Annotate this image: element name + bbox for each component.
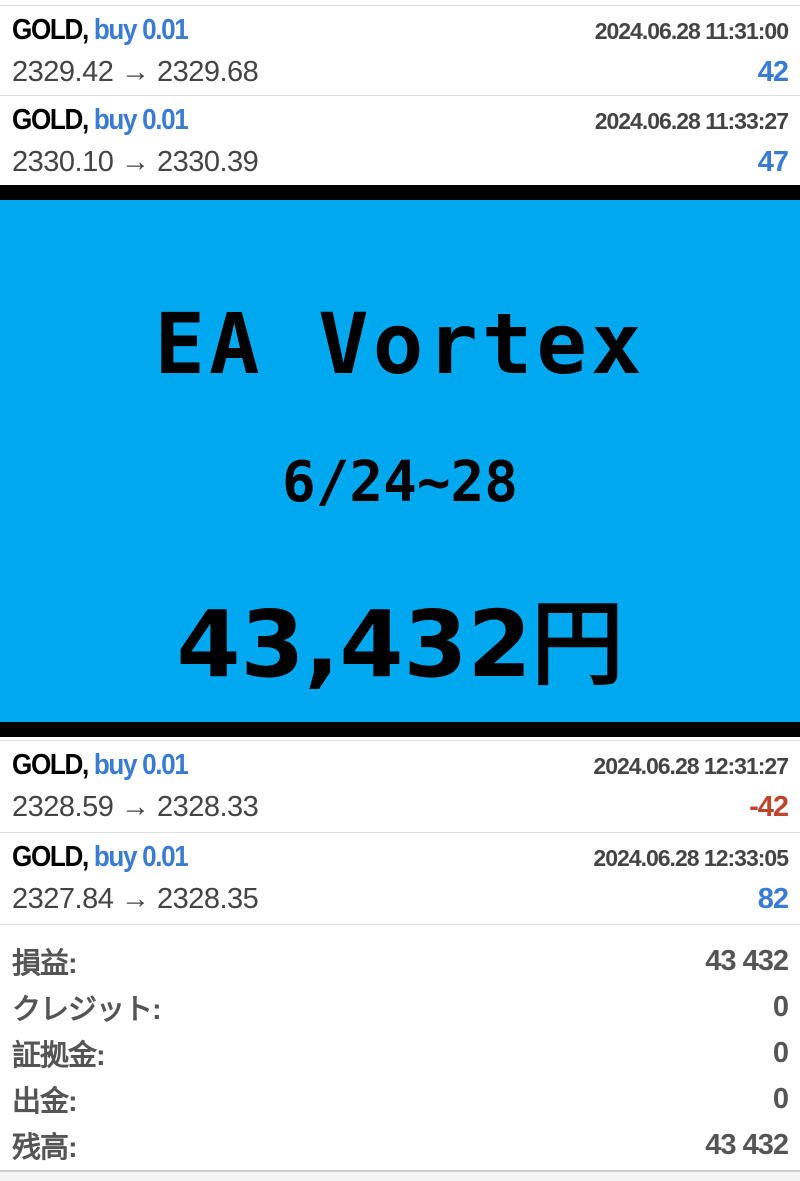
summary-label: クレジット:: [12, 994, 162, 1026]
summary-label: 証拠金:: [12, 1040, 106, 1072]
close-price: 2328.33: [156, 791, 259, 823]
account-summary: 損益: 43 432 クレジット: 0 証拠金: 0 出金: 0 残高: 43 432: [0, 938, 800, 1168]
trade-row[interactable]: GOLD, buy 0.01 2024.06.28 11:31:00 2329.…: [0, 5, 800, 95]
bottom-divider: [0, 1170, 800, 1181]
trade-direction: buy 0.01: [93, 749, 189, 781]
trade-prices: 2327.84 → 2328.35: [12, 883, 259, 916]
summary-label: 残高:: [12, 1132, 78, 1164]
close-price: 2328.35: [156, 883, 259, 915]
arrow-icon: →: [120, 56, 150, 88]
symbol-text: GOLD,: [12, 841, 89, 873]
promo-banner: EA Vortex 6/24~28 43,432円: [0, 185, 800, 737]
close-price: 2329.68: [156, 56, 259, 88]
symbol-text: GOLD,: [12, 749, 89, 781]
trade-profit: -42: [749, 791, 789, 823]
trade-symbol: GOLD, buy 0.01: [12, 749, 189, 782]
trade-time: 2024.06.28 12:31:27: [593, 753, 789, 779]
summary-label: 出金:: [12, 1086, 78, 1118]
trade-profit: 82: [757, 883, 789, 915]
open-price: 2328.59: [12, 791, 114, 823]
symbol-text: GOLD,: [12, 14, 89, 46]
trade-prices: 2328.59 → 2328.33: [12, 791, 259, 824]
banner-title: EA Vortex: [154, 295, 646, 393]
banner-amount: 43,432円: [176, 591, 624, 698]
summary-value: 43 432: [705, 944, 789, 977]
trade-symbol: GOLD, buy 0.01: [12, 104, 189, 137]
open-price: 2327.84: [12, 883, 114, 915]
summary-row-profit: 損益: 43 432: [0, 938, 800, 984]
summary-row-margin: 証拠金: 0: [0, 1030, 800, 1076]
open-price: 2329.42: [12, 56, 114, 88]
trade-prices: 2330.10 → 2330.39: [12, 146, 259, 179]
arrow-icon: →: [120, 791, 150, 823]
arrow-icon: →: [120, 146, 150, 178]
trade-prices: 2329.42 → 2329.68: [12, 56, 259, 89]
close-price: 2330.39: [156, 146, 259, 178]
summary-value: 43 432: [705, 1128, 789, 1161]
trade-profit: 47: [757, 146, 789, 178]
trade-time: 2024.06.28 12:33:05: [593, 845, 789, 871]
summary-row-withdrawal: 出金: 0: [0, 1076, 800, 1122]
banner-date-range: 6/24~28: [281, 450, 518, 515]
summary-value: 0: [772, 990, 789, 1023]
trade-row[interactable]: GOLD, buy 0.01 2024.06.28 12:33:05 2327.…: [0, 832, 800, 925]
banner-panel: EA Vortex 6/24~28 43,432円: [0, 200, 800, 722]
trade-direction: buy 0.01: [93, 841, 189, 873]
trade-symbol: GOLD, buy 0.01: [12, 14, 189, 47]
summary-row-balance: 残高: 43 432: [0, 1122, 800, 1168]
trade-time: 2024.06.28 11:33:27: [594, 108, 789, 134]
trade-profit: 42: [757, 56, 789, 88]
trade-direction: buy 0.01: [93, 14, 189, 46]
symbol-text: GOLD,: [12, 104, 89, 136]
trade-time: 2024.06.28 11:31:00: [594, 18, 789, 44]
summary-value: 0: [772, 1082, 789, 1115]
trade-row[interactable]: GOLD, buy 0.01 2024.06.28 11:33:27 2330.…: [0, 95, 800, 185]
open-price: 2330.10: [12, 146, 114, 178]
trade-direction: buy 0.01: [93, 104, 189, 136]
trade-row[interactable]: GOLD, buy 0.01 2024.06.28 12:31:27 2328.…: [0, 740, 800, 830]
summary-value: 0: [772, 1036, 789, 1069]
arrow-icon: →: [120, 883, 150, 915]
summary-row-credit: クレジット: 0: [0, 984, 800, 1030]
trade-symbol: GOLD, buy 0.01: [12, 841, 189, 874]
summary-label: 損益:: [12, 948, 78, 980]
